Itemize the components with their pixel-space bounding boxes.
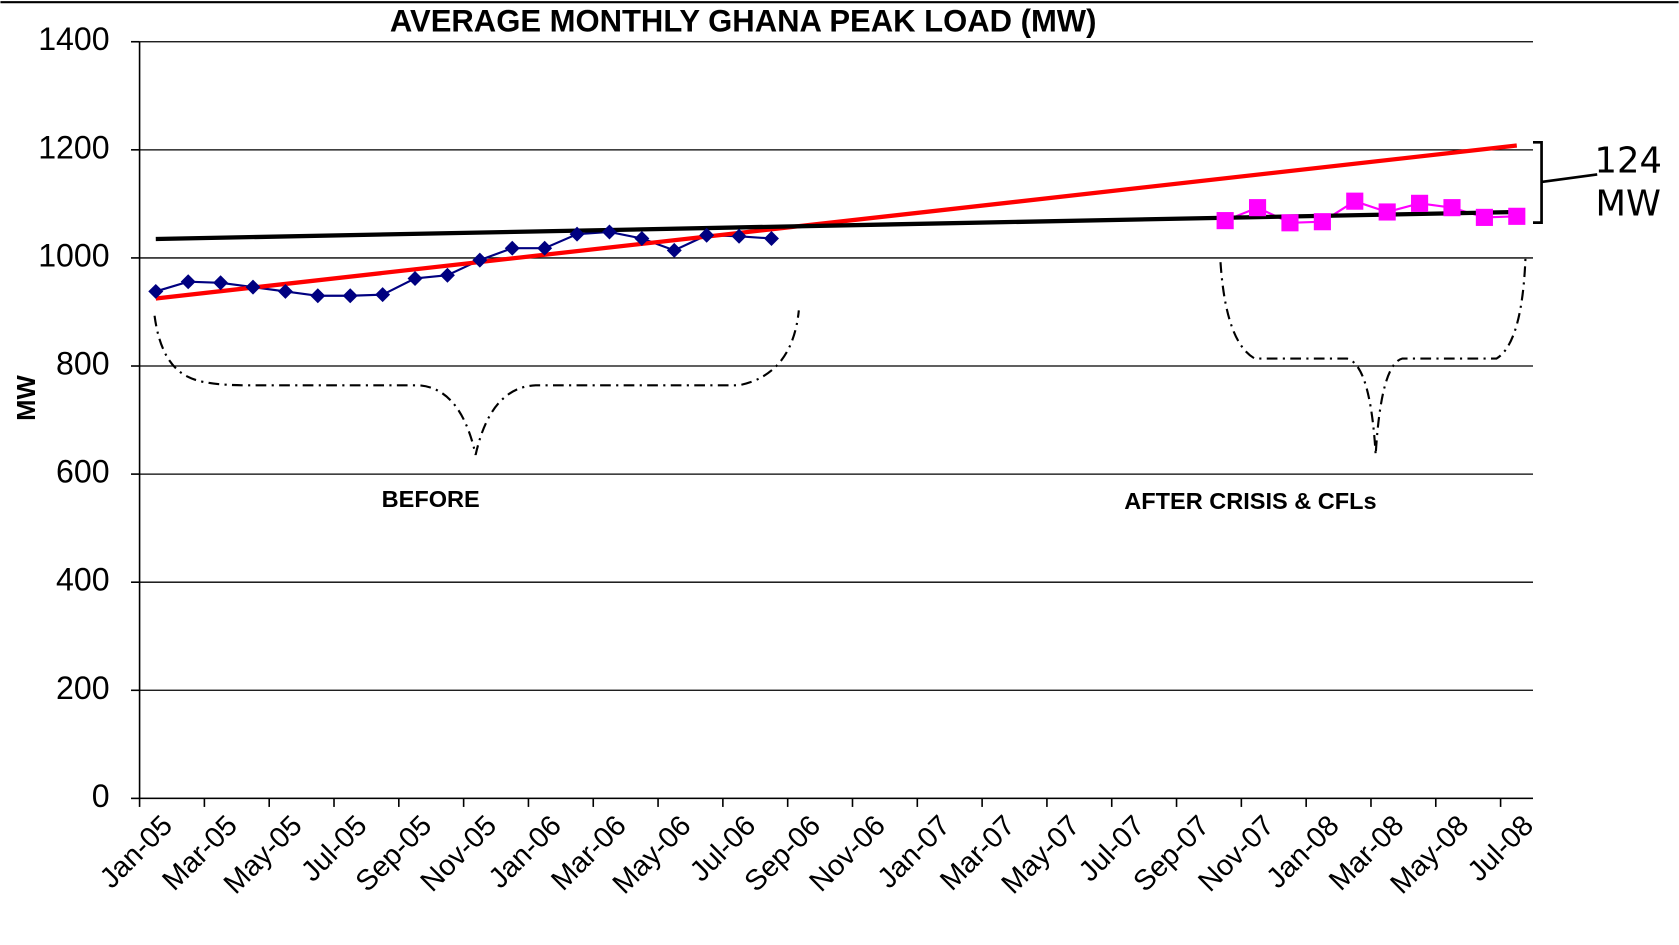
x-tick-label: Jul-08 [1462,810,1540,888]
before-brace [153,310,800,456]
data-point [148,283,164,299]
data-point [504,240,520,256]
data-point [180,274,196,290]
y-tick-label: 200 [56,670,110,706]
data-point [537,240,553,256]
after-brace [1219,256,1527,455]
y-tick-label: 1200 [38,129,109,165]
data-point [601,224,617,240]
data-point [439,267,455,283]
y-tick-label: 600 [56,454,110,490]
data-point [277,283,293,299]
data-point [375,287,391,303]
data-point [731,228,747,244]
y-tick-label: 0 [92,778,110,814]
trend-line [155,143,1518,301]
data-point [1508,207,1526,225]
y-tick-label: 400 [56,562,110,598]
data-point [342,288,358,304]
annotation: AFTER CRISIS & CFLs [1124,488,1376,514]
data-point [245,279,261,295]
data-point [634,230,650,246]
y-axis-label: MW [13,375,41,421]
y-tick-label: 800 [56,345,110,381]
data-point [763,230,779,246]
data-point [472,252,488,268]
data-point [213,275,229,291]
y-tick-label: 1000 [38,237,109,273]
difference-bracket [1532,141,1598,224]
data-point [1216,212,1234,230]
data-point [310,288,326,304]
annotation: MW [1596,183,1661,224]
data-point [1248,199,1267,217]
trend-line [155,209,1517,242]
data-point [1313,213,1331,231]
data-point [1411,194,1429,212]
annotation: 124 [1595,141,1662,182]
annotation: BEFORE [382,486,480,512]
chart-title: AVERAGE MONTHLY GHANA PEAK LOAD (MW) [390,4,1096,39]
data-point [1475,208,1493,226]
data-point [1378,203,1396,221]
data-point [666,242,682,258]
data-point [1443,199,1461,217]
y-tick-label: 1400 [38,21,109,57]
data-point [407,270,423,286]
data-point [1281,214,1299,232]
data-point [1346,192,1364,210]
